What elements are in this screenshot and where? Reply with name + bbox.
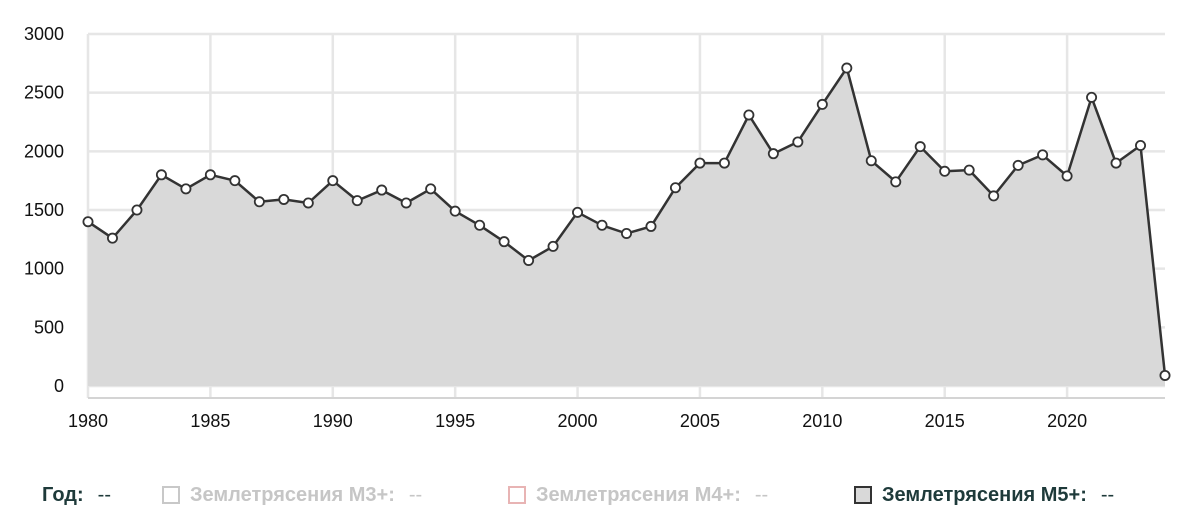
x-tick-label: 1980 — [68, 411, 108, 431]
x-tick-label: 1985 — [190, 411, 230, 431]
x-tick-label: 2020 — [1047, 411, 1087, 431]
data-point-2004[interactable] — [669, 182, 681, 194]
data-point-2010[interactable] — [816, 98, 828, 110]
data-point-2024[interactable] — [1159, 369, 1171, 381]
series-area-m5 — [88, 68, 1165, 386]
data-point-1989[interactable] — [302, 197, 314, 209]
data-point-1998[interactable] — [523, 254, 535, 266]
data-point-2003[interactable] — [645, 220, 657, 232]
data-point-2022[interactable] — [1110, 157, 1122, 169]
data-point-2018[interactable] — [1012, 159, 1024, 171]
x-tick-label: 2000 — [558, 411, 598, 431]
legend: Год: -- Землетрясения M3+: -- Землетрясе… — [0, 478, 1200, 512]
data-point-1994[interactable] — [425, 183, 437, 195]
x-tick-label: 2015 — [925, 411, 965, 431]
data-point-2007[interactable] — [743, 109, 755, 121]
data-point-1985[interactable] — [204, 169, 216, 181]
data-point-1996[interactable] — [474, 219, 486, 231]
y-tick-label: 3000 — [24, 24, 64, 44]
y-tick-label: 1000 — [24, 259, 64, 279]
legend-value-m3: -- — [408, 483, 423, 506]
legend-year-value: -- — [97, 483, 111, 506]
data-point-2021[interactable] — [1086, 91, 1098, 103]
data-point-2005[interactable] — [694, 157, 706, 169]
data-point-2019[interactable] — [1037, 149, 1049, 161]
x-tick-label: 2010 — [802, 411, 842, 431]
legend-label-m3: Землетрясения M3+: — [190, 483, 395, 506]
y-tick-label: 500 — [34, 317, 64, 337]
earthquake-area-chart: 0 500 1000 1500 2000 2500 3000 1980 1985 1990 199… — [24, 24, 1171, 431]
legend-value-m4: -- — [754, 483, 769, 506]
data-point-1984[interactable] — [180, 183, 192, 195]
data-point-1982[interactable] — [131, 204, 143, 216]
y-tick-label: 1500 — [24, 200, 64, 220]
legend-year-label: Год: — [42, 483, 84, 506]
legend-item-m5[interactable]: Землетрясения M5+: -- — [854, 478, 1114, 512]
legend-item-m4[interactable]: Землетрясения M4+: -- — [508, 478, 768, 512]
data-point-2016[interactable] — [963, 164, 975, 176]
data-point-1983[interactable] — [155, 169, 167, 181]
legend-year: Год: -- — [42, 478, 111, 512]
data-point-1980[interactable] — [82, 216, 94, 228]
data-point-2009[interactable] — [792, 136, 804, 148]
data-point-1981[interactable] — [106, 232, 118, 244]
data-point-2011[interactable] — [841, 62, 853, 74]
legend-label-m4: Землетрясения M4+: — [536, 483, 741, 506]
y-tick-label: 0 — [54, 376, 64, 396]
data-point-2015[interactable] — [939, 165, 951, 177]
x-tick-label: 1990 — [313, 411, 353, 431]
data-point-1988[interactable] — [278, 193, 290, 205]
series-points-m5 — [82, 62, 1171, 381]
data-point-2023[interactable] — [1135, 139, 1147, 151]
data-point-2017[interactable] — [988, 190, 1000, 202]
legend-swatch-m5 — [854, 486, 872, 504]
data-point-1995[interactable] — [449, 205, 461, 217]
legend-item-m3[interactable]: Землетрясения M3+: -- — [162, 478, 422, 512]
y-tick-label: 2500 — [24, 83, 64, 103]
data-point-1991[interactable] — [351, 195, 363, 207]
legend-value-m5: -- — [1100, 483, 1115, 506]
data-point-1993[interactable] — [400, 197, 412, 209]
x-axis: 1980 1985 1990 1995 2000 2005 2010 2015 2020 — [68, 397, 1165, 431]
data-point-1999[interactable] — [547, 240, 559, 252]
data-point-2012[interactable] — [865, 155, 877, 167]
data-point-1990[interactable] — [327, 175, 339, 187]
data-point-2002[interactable] — [621, 227, 633, 239]
legend-label-m5: Землетрясения M5+: — [882, 483, 1087, 506]
x-tick-label: 2005 — [680, 411, 720, 431]
data-point-2014[interactable] — [914, 141, 926, 153]
data-point-2006[interactable] — [718, 157, 730, 169]
data-point-1992[interactable] — [376, 184, 388, 196]
data-point-1987[interactable] — [253, 196, 265, 208]
data-point-2020[interactable] — [1061, 170, 1073, 182]
data-point-2008[interactable] — [767, 148, 779, 160]
data-point-2001[interactable] — [596, 219, 608, 231]
data-point-2000[interactable] — [572, 206, 584, 218]
legend-swatch-m4 — [508, 486, 526, 504]
y-tick-label: 2000 — [24, 141, 64, 161]
y-axis: 0 500 1000 1500 2000 2500 3000 — [24, 24, 64, 396]
x-tick-label: 1995 — [435, 411, 475, 431]
data-point-2013[interactable] — [890, 176, 902, 188]
data-point-1986[interactable] — [229, 175, 241, 187]
data-point-1997[interactable] — [498, 236, 510, 248]
legend-swatch-m3 — [162, 486, 180, 504]
